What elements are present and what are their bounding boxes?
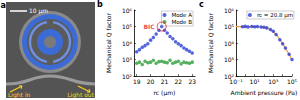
svg-text:10⁴: 10⁴ <box>224 40 235 47</box>
svg-text:BIC: BIC <box>143 23 155 30</box>
svg-text:Mechanical Q factor: Mechanical Q factor <box>105 13 112 73</box>
svg-text:b: b <box>97 0 103 9</box>
svg-text:10⁻¹: 10⁻¹ <box>229 78 243 85</box>
svg-text:rc (μm): rc (μm) <box>154 89 176 97</box>
svg-text:10³: 10³ <box>122 56 133 63</box>
svg-text:10⁵: 10⁵ <box>224 23 235 30</box>
svg-text:10⁶: 10⁶ <box>224 7 235 14</box>
svg-text:10²: 10² <box>122 73 133 80</box>
svg-text:10⁴: 10⁴ <box>122 40 133 47</box>
svg-text:rc = 20.8 μm: rc = 20.8 μm <box>257 12 293 19</box>
svg-text:10⁵: 10⁵ <box>122 23 133 30</box>
svg-text:10³: 10³ <box>268 78 279 85</box>
svg-text:Light in: Light in <box>8 91 31 99</box>
svg-text:10¹: 10¹ <box>250 78 261 85</box>
svg-text:10 μm: 10 μm <box>29 7 48 15</box>
svg-text:20: 20 <box>147 78 155 85</box>
svg-text:19: 19 <box>133 78 141 85</box>
svg-text:a: a <box>1 1 6 10</box>
svg-text:21: 21 <box>161 78 169 85</box>
svg-text:Mode A: Mode A <box>171 12 192 18</box>
svg-text:c: c <box>199 0 204 9</box>
svg-text:Mode B: Mode B <box>171 19 192 25</box>
svg-text:23: 23 <box>188 78 196 85</box>
svg-text:10²: 10² <box>223 72 234 80</box>
svg-text:Mechanical Q factor: Mechanical Q factor <box>207 13 214 73</box>
svg-text:10⁵: 10⁵ <box>287 78 298 85</box>
svg-text:Light out: Light out <box>67 91 94 99</box>
svg-text:10³: 10³ <box>224 56 235 63</box>
svg-text:10⁶: 10⁶ <box>122 7 133 14</box>
svg-text:Ambient pressure (Pa): Ambient pressure (Pa) <box>231 89 298 97</box>
svg-text:22: 22 <box>175 78 183 85</box>
